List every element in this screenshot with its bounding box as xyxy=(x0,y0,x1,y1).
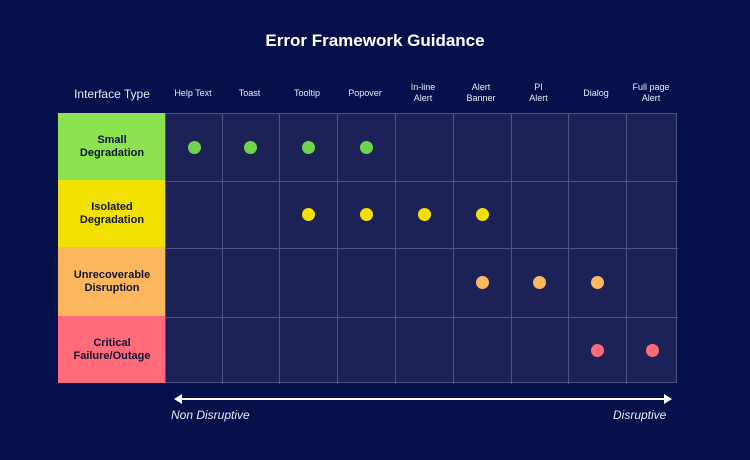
recommendation-dot xyxy=(301,141,315,154)
grid-column-divider xyxy=(568,114,569,384)
arrow-left-icon xyxy=(174,394,182,404)
recommendation-dot xyxy=(301,208,315,221)
recommendation-dot xyxy=(244,141,257,154)
row-header-title: Interface Type xyxy=(74,87,150,101)
column-header: Popover xyxy=(348,87,382,98)
row-label: Critical Failure/Outage xyxy=(58,316,166,383)
column-header: Alert Banner xyxy=(466,82,496,103)
row-label: Unrecoverable Disruption xyxy=(58,247,166,316)
recommendation-dot xyxy=(533,276,546,289)
recommendation-dot xyxy=(475,208,489,221)
recommendation-dot xyxy=(417,208,431,221)
row-label: Small Degradation xyxy=(58,113,166,180)
grid-column-divider xyxy=(337,114,338,384)
grid-column-divider xyxy=(626,114,627,384)
recommendation-dot xyxy=(590,276,604,289)
guidance-grid xyxy=(165,113,678,384)
column-header: Dialog xyxy=(583,87,609,98)
column-header: Full page Alert xyxy=(632,82,670,103)
column-header: Help Text xyxy=(174,87,212,98)
grid-column-divider xyxy=(453,114,454,384)
column-header: PI Alert xyxy=(529,82,548,103)
grid-row-divider xyxy=(166,181,678,182)
grid-column-divider xyxy=(511,114,512,384)
recommendation-dot xyxy=(645,344,659,357)
grid-row-divider xyxy=(166,248,678,249)
grid-row-divider xyxy=(166,317,678,318)
recommendation-dot xyxy=(359,208,373,221)
column-header: Tooltip xyxy=(293,87,320,98)
recommendation-dot xyxy=(187,141,201,154)
row-label: Isolated Degradation xyxy=(58,180,166,247)
recommendation-dot xyxy=(475,276,489,289)
column-header: Toast xyxy=(238,87,261,98)
grid-column-divider xyxy=(395,114,396,384)
arrow-right-icon xyxy=(664,394,672,404)
recommendation-dot xyxy=(590,344,604,357)
grid-column-divider xyxy=(222,114,223,384)
column-header: In-line Alert xyxy=(410,82,436,103)
recommendation-dot xyxy=(359,141,373,154)
disruption-axis-line xyxy=(176,398,671,400)
axis-label-left: Non Disruptive xyxy=(171,408,250,422)
grid-column-divider xyxy=(279,114,280,384)
page-title: Error Framework Guidance xyxy=(265,31,485,50)
axis-label-right: Disruptive xyxy=(613,408,667,422)
